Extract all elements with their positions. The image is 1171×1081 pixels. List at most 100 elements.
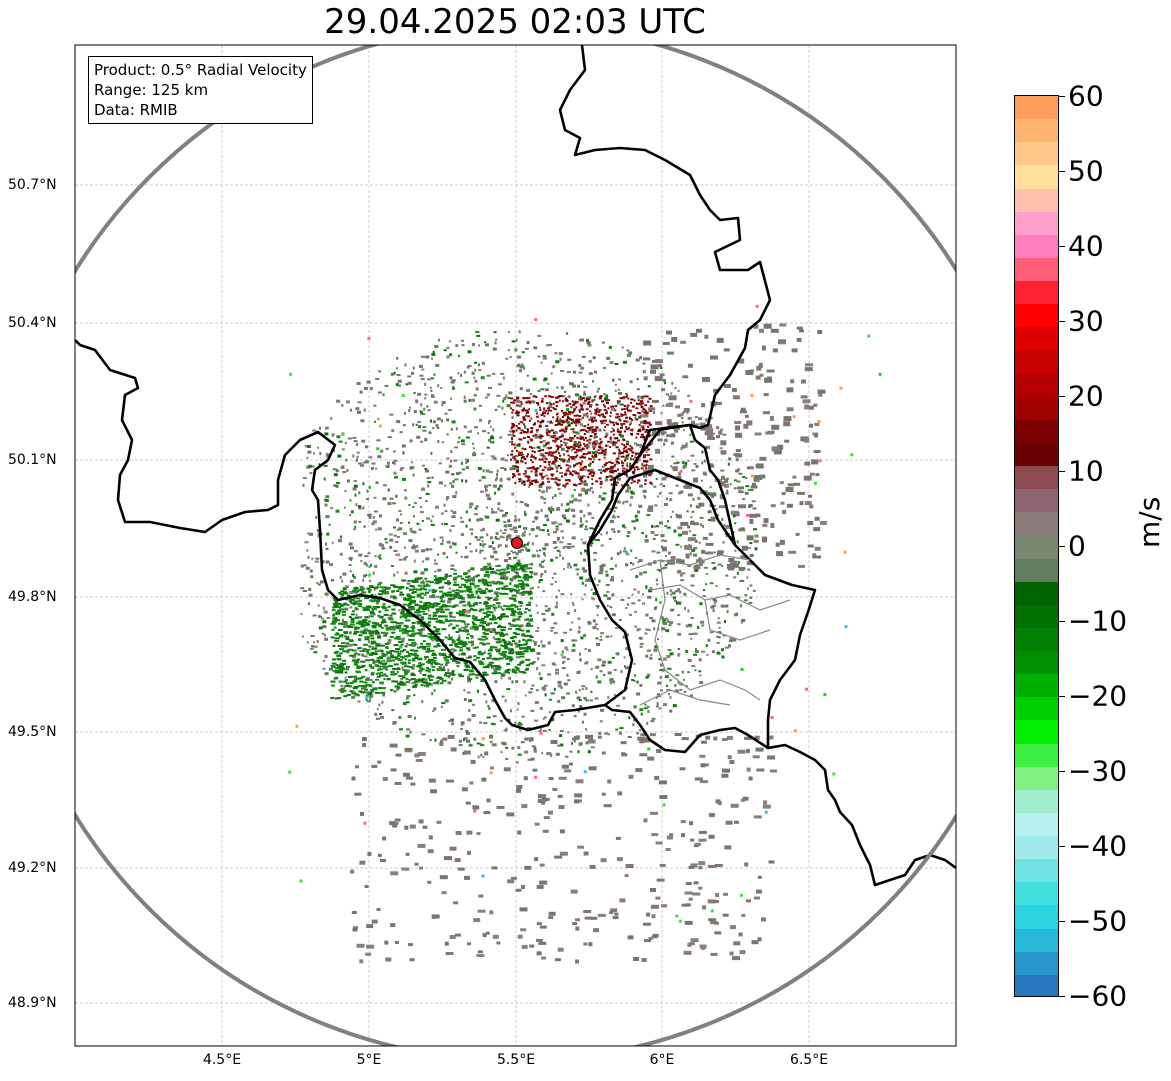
echo-gate	[308, 464, 312, 468]
echo-gate	[425, 583, 429, 586]
echo-gate	[480, 620, 485, 623]
echo-gate	[316, 640, 319, 643]
echo-gate	[520, 402, 523, 405]
echo-gate	[530, 393, 532, 396]
echo-gate	[378, 713, 382, 715]
echo-gate	[668, 551, 671, 555]
echo-gate	[674, 387, 677, 389]
echo-gate	[383, 673, 387, 676]
echo-gate	[355, 407, 360, 411]
echo-gate	[637, 479, 640, 482]
echo-gate	[438, 576, 444, 579]
echo-gate	[389, 538, 394, 542]
echo-gate	[417, 607, 423, 610]
echo-gate	[402, 669, 407, 672]
echo-gate	[376, 657, 381, 660]
echo-gate	[616, 423, 620, 426]
echo-gate	[354, 659, 359, 662]
echo-gate	[573, 464, 577, 467]
echo-gate	[450, 380, 455, 384]
echo-gate	[471, 615, 475, 618]
echo-gate	[338, 652, 343, 655]
echo-gate	[452, 651, 455, 654]
echo-gate	[574, 451, 578, 454]
echo-gate	[371, 621, 377, 624]
echo-gate	[673, 529, 677, 533]
echo-gate	[431, 654, 435, 656]
echo-gate	[690, 637, 693, 640]
echo-gate	[496, 469, 499, 473]
echo-gate	[528, 467, 532, 469]
echo-gate	[520, 479, 523, 483]
echo-gate	[555, 438, 559, 441]
echo-gate	[535, 604, 538, 607]
echo-gate	[388, 618, 394, 621]
echo-gate	[532, 455, 535, 458]
echo-gate	[341, 618, 344, 622]
echo-gate	[593, 577, 596, 580]
echo-gate	[307, 450, 312, 454]
echo-gate	[628, 416, 631, 419]
echo-gate	[562, 536, 564, 539]
echo-gate	[363, 621, 368, 624]
echo-gate	[394, 941, 399, 944]
echo-gate	[517, 564, 522, 567]
echo-gate	[567, 395, 571, 399]
echo-gate	[384, 643, 389, 645]
echo-gate	[508, 597, 512, 600]
echo-gate	[601, 465, 605, 468]
echo-gate	[491, 699, 495, 703]
echo-gate	[625, 456, 628, 460]
echo-gate	[490, 665, 496, 667]
echo-gate	[377, 555, 381, 558]
echo-gate	[514, 571, 518, 574]
echo-gate	[725, 604, 729, 608]
echo-gate	[349, 600, 353, 603]
echo-gate	[715, 585, 718, 587]
echo-gate	[724, 620, 726, 624]
echo-gate	[441, 679, 447, 682]
echo-gate	[374, 712, 378, 716]
echo-gate	[559, 454, 562, 457]
echo-gate	[539, 406, 541, 409]
echo-gate	[529, 571, 534, 573]
echo-gate	[557, 464, 561, 467]
echo-gate	[513, 563, 519, 566]
echo-gate	[344, 676, 347, 679]
echo-gate	[534, 435, 539, 439]
echo-gate	[389, 413, 394, 416]
echo-gate	[517, 355, 521, 359]
echo-gate	[578, 409, 581, 412]
echo-gate	[602, 660, 606, 664]
echo-gate	[313, 645, 318, 648]
echo-gate	[408, 666, 413, 669]
echo-gate	[524, 865, 532, 870]
echo-gate	[467, 459, 469, 463]
echo-gate	[417, 628, 423, 631]
echo-gate	[557, 419, 562, 423]
echo-gate	[615, 484, 618, 487]
echo-gate	[564, 443, 567, 446]
echo-gate	[476, 538, 481, 541]
echo-gate	[362, 632, 367, 635]
echo-gate	[518, 625, 522, 628]
echo-gate	[385, 541, 389, 544]
echo-gate	[450, 593, 456, 596]
echo-gate	[518, 525, 522, 529]
echo-gate	[564, 473, 567, 476]
echo-gate	[444, 575, 449, 578]
echo-gate	[689, 552, 692, 556]
echo-gate	[558, 445, 562, 448]
echo-gate	[555, 601, 558, 605]
echo-gate	[581, 720, 584, 724]
echo-gate	[486, 374, 491, 377]
echo-gate	[485, 629, 490, 631]
echo-gate	[533, 447, 536, 449]
echo-gate	[505, 394, 508, 398]
echo-gate	[576, 442, 579, 445]
echo-gate	[465, 546, 468, 550]
echo-gate	[588, 404, 593, 406]
echo-gate	[372, 624, 378, 627]
echo-gate	[550, 477, 554, 480]
